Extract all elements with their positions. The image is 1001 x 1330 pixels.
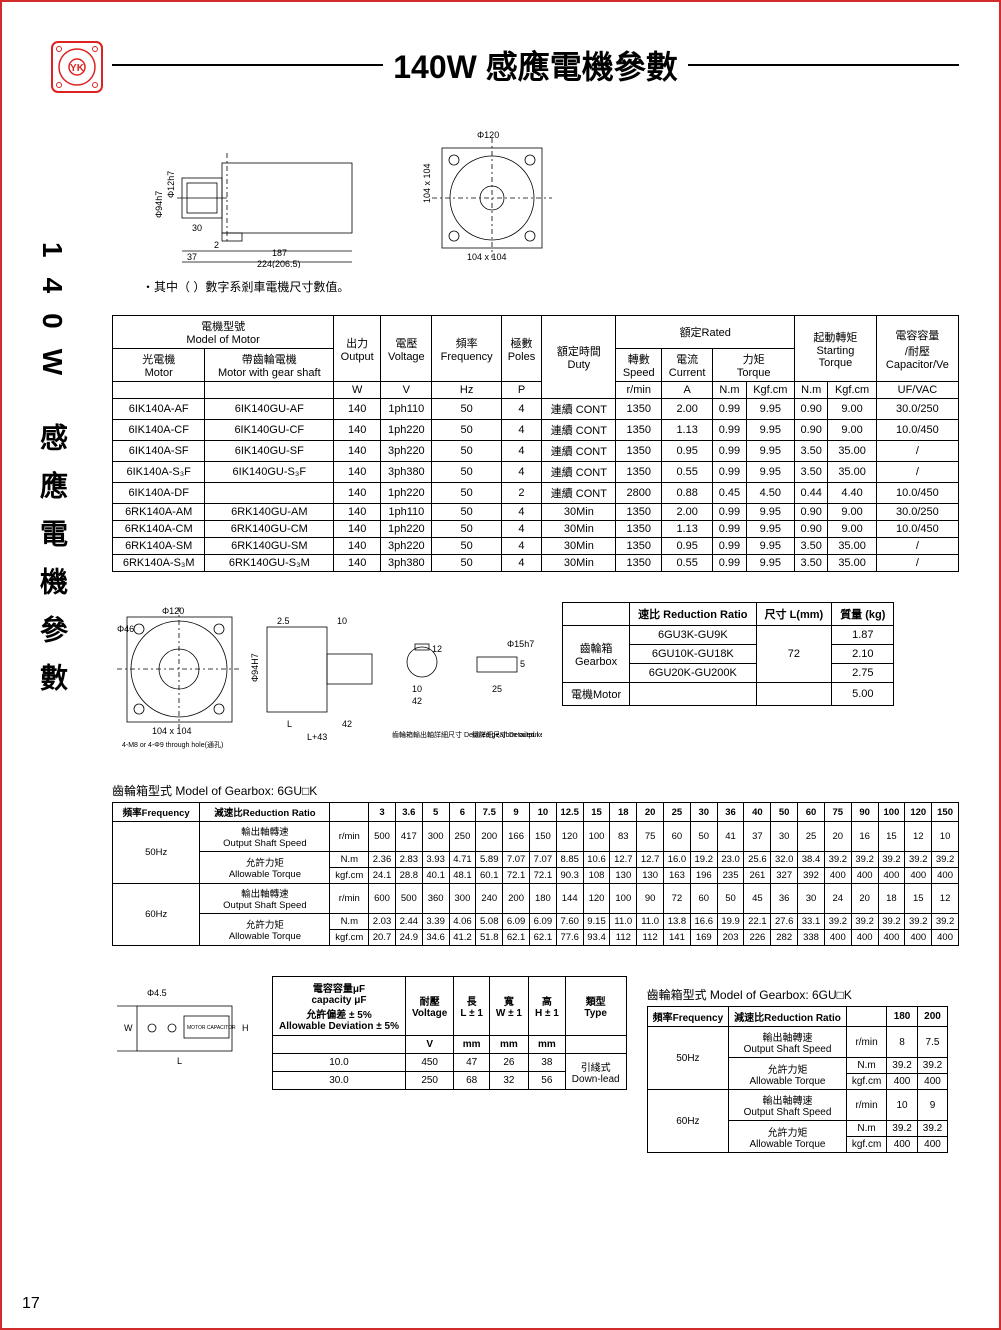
- svg-text:L+43: L+43: [307, 732, 327, 742]
- svg-text:鍵詳細尺寸 Detailed key dimension: 鍵詳細尺寸 Detailed key dimension: [472, 730, 542, 739]
- gearbox-diagram: Φ120 Φ46 104 x 104 4-M8 or 4-Φ9 through …: [112, 602, 542, 752]
- svg-text:187: 187: [272, 248, 287, 258]
- svg-text:2.5: 2.5: [277, 616, 290, 626]
- svg-text:Φ46: Φ46: [117, 624, 134, 634]
- capacitor-diagram: MOTOR CAPACITOR Φ4.5 W H L: [112, 976, 252, 1066]
- gearbox-weight-table: 速比 Reduction Ratio 尺寸 L(mm) 質量 (kg) 齒輪箱 …: [562, 602, 894, 706]
- page-number: 17: [22, 1295, 40, 1313]
- gearbox-model-label: 齒輪箱型式 Model of Gearbox: 6GU□K: [112, 782, 959, 799]
- svg-text:10: 10: [412, 684, 422, 694]
- svg-text:Φ94H7: Φ94H7: [250, 653, 260, 682]
- svg-text:H: H: [242, 1023, 249, 1033]
- svg-text:104 x 104: 104 x 104: [422, 163, 432, 203]
- side-label: 140W 感應電機參數: [32, 242, 72, 711]
- svg-text:Φ120: Φ120: [162, 606, 184, 616]
- svg-text:Φ120: Φ120: [477, 130, 499, 140]
- svg-text:42: 42: [412, 696, 422, 706]
- svg-text:42: 42: [342, 719, 352, 729]
- svg-text:37: 37: [187, 252, 197, 262]
- svg-text:104 x 104: 104 x 104: [152, 726, 192, 736]
- diagram-footnote: ・其中（ ）數字系剎車電機尺寸數值。: [142, 278, 959, 295]
- svg-text:W: W: [124, 1023, 133, 1033]
- svg-text:YK: YK: [70, 63, 85, 74]
- svg-text:104 x 104: 104 x 104: [467, 252, 507, 262]
- reduction-ratio-table: 頻率Frequency減速比Reduction Ratio33.6567.591…: [112, 802, 959, 946]
- capacitor-table: 電容容量μF capacity μF 允許偏差 ± 5% Allowable D…: [272, 976, 627, 1090]
- svg-text:MOTOR CAPACITOR: MOTOR CAPACITOR: [187, 1025, 236, 1031]
- svg-text:25: 25: [492, 684, 502, 694]
- brand-logo: YK: [47, 37, 107, 102]
- svg-text:L: L: [287, 719, 292, 729]
- svg-text:30: 30: [192, 223, 202, 233]
- svg-text:2: 2: [214, 240, 219, 250]
- svg-text:Φ4.5: Φ4.5: [147, 988, 167, 998]
- svg-text:Φ94h7: Φ94h7: [154, 191, 164, 218]
- svg-text:Φ12h7: Φ12h7: [166, 171, 176, 198]
- svg-text:L: L: [177, 1056, 182, 1066]
- svg-text:4-M8 or 4-Φ9 through hole(通孔): 4-M8 or 4-Φ9 through hole(通孔): [122, 740, 223, 749]
- svg-text:5: 5: [520, 659, 525, 669]
- motor-param-table: 電機型號 Model of Motor 出力 Output 電壓 Voltage…: [112, 315, 959, 572]
- motor-diagrams: Φ94h7 Φ12h7 30 2 37 187 224(206.5) Φ120 …: [132, 128, 959, 268]
- svg-text:12: 12: [432, 644, 442, 654]
- reduction-ratio-table-small: 頻率Frequency減速比Reduction Ratio180200 50Hz…: [647, 1006, 949, 1153]
- svg-text:224(206.5): 224(206.5): [257, 259, 301, 268]
- gearbox-model-label-2: 齒輪箱型式 Model of Gearbox: 6GU□K: [647, 986, 959, 1003]
- svg-text:10: 10: [337, 616, 347, 626]
- svg-text:Φ15h7: Φ15h7: [507, 639, 534, 649]
- page-title: 140W 感應電機參數: [112, 42, 959, 88]
